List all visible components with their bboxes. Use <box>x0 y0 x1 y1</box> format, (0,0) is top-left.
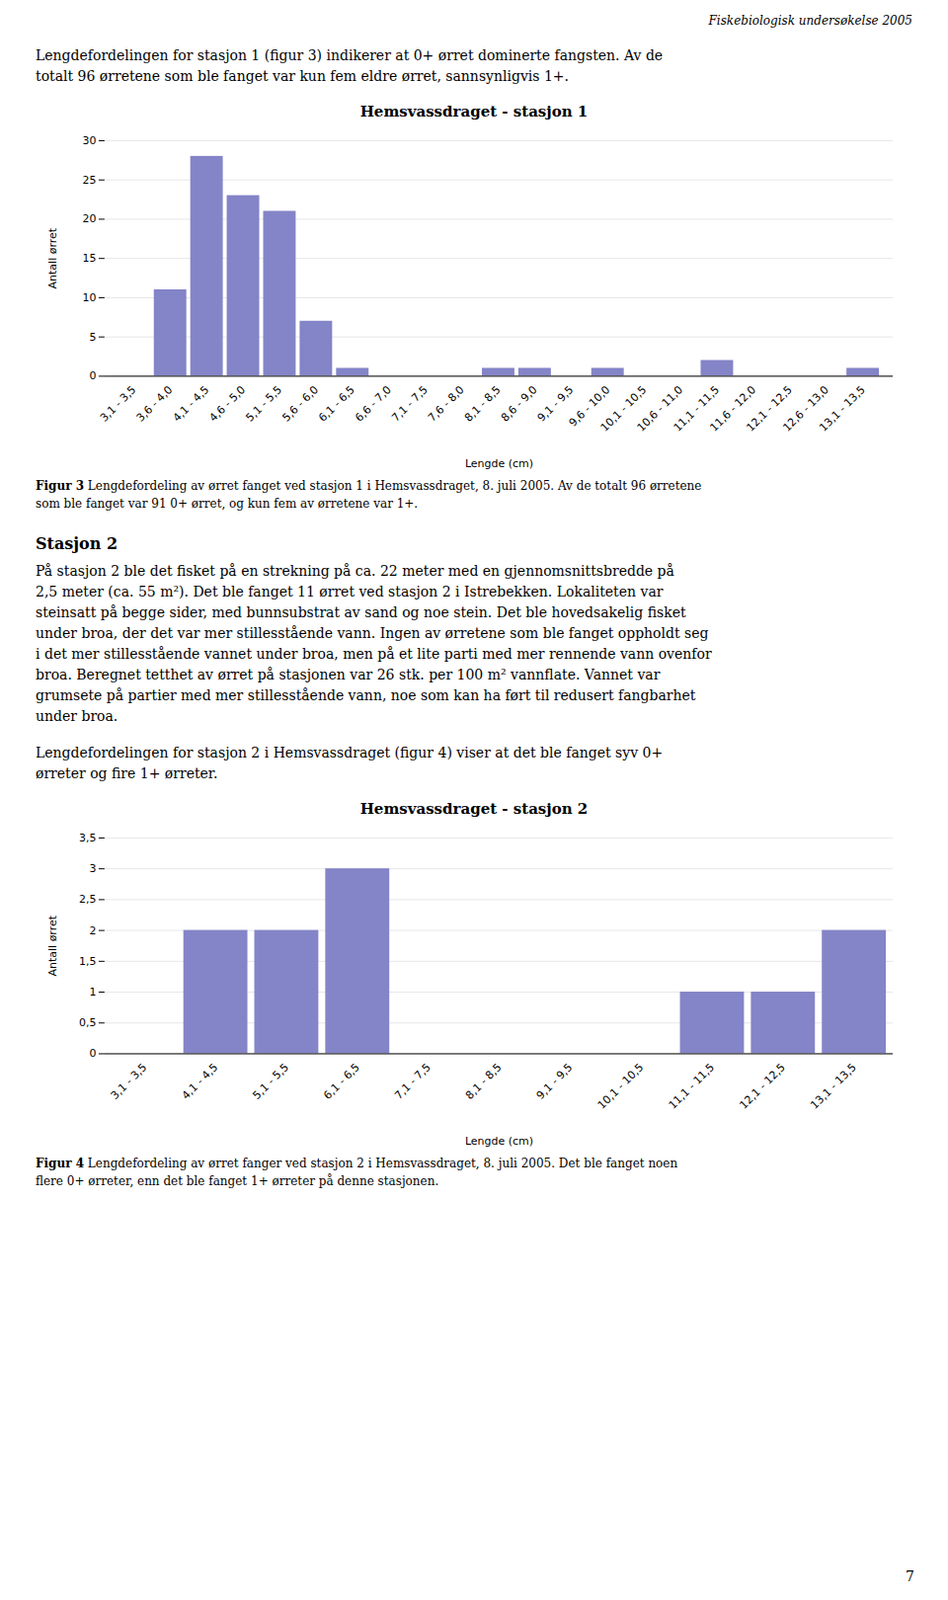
svg-text:10,6 - 11,0: 10,6 - 11,0 <box>634 383 686 435</box>
html-text:Figur 3 Lengdefordeling av ørr: Figur 3 Lengdefordeling av ørret fanget … <box>35 479 702 493</box>
svg-text:9,6 - 10,0: 9,6 - 10,0 <box>566 383 613 430</box>
svg-text:Antall ørret: Antall ørret <box>46 915 60 977</box>
svg-text:7,6 - 8,0: 7,6 - 8,0 <box>425 383 468 425</box>
svg-text:1,5: 1,5 <box>79 954 96 968</box>
svg-text:Antall ørret: Antall ørret <box>46 227 60 289</box>
svg-text:9,1 - 9,5: 9,1 - 9,5 <box>535 383 577 425</box>
svg-text:3,6 - 4,0: 3,6 - 4,0 <box>134 383 176 425</box>
svg-text:15: 15 <box>81 251 96 265</box>
svg-text:12,1 - 12,5: 12,1 - 12,5 <box>743 383 795 435</box>
svg-text:10,1 - 10,5: 10,1 - 10,5 <box>598 383 649 435</box>
html-text:ørreter og fire 1+ ørreter.: ørreter og fire 1+ ørreter. <box>35 765 218 782</box>
svg-text:8,1 - 8,5: 8,1 - 8,5 <box>462 383 504 425</box>
svg-text:Lengde (cm): Lengde (cm) <box>465 457 534 470</box>
html-text:Stasjon 2: Stasjon 2 <box>35 534 118 554</box>
svg-text:3,5: 3,5 <box>79 831 96 845</box>
html-text:steinsatt på begge sider, med: steinsatt på begge sider, med bunnsubstr… <box>35 604 687 621</box>
html-text:På stasjon 2 ble det fisket på: På stasjon 2 ble det fisket på en strekn… <box>35 563 675 579</box>
svg-text:3: 3 <box>88 862 96 875</box>
svg-text:4,1 - 4,5: 4,1 - 4,5 <box>179 1060 222 1103</box>
svg-text:9,1 - 9,5: 9,1 - 9,5 <box>534 1060 576 1103</box>
html-text:under broa.: under broa. <box>35 708 118 725</box>
svg-text:2,5: 2,5 <box>79 893 96 907</box>
svg-text:6,6 - 7,0: 6,6 - 7,0 <box>352 383 395 425</box>
html-text:i det mer stillesstående vanne: i det mer stillesstående vannet under br… <box>35 646 712 662</box>
svg-text:12,1 - 12,5: 12,1 - 12,5 <box>736 1060 788 1111</box>
html-text:totalt 96 ørretene som ble fan: totalt 96 ørretene som ble fanget var ku… <box>35 68 569 84</box>
svg-text:1: 1 <box>88 985 96 999</box>
html-text:Fiskebiologisk undersøkelse 20: Fiskebiologisk undersøkelse 2005 <box>708 13 913 28</box>
svg-text:0,5: 0,5 <box>79 1016 96 1029</box>
svg-text:10,1 - 10,5: 10,1 - 10,5 <box>595 1060 646 1111</box>
svg-text:12,6 - 13,0: 12,6 - 13,0 <box>780 383 832 435</box>
html-text:broa. Beregnet tetthet av ørre: broa. Beregnet tetthet av ørret på stasj… <box>35 666 660 683</box>
svg-text:0: 0 <box>88 1047 96 1061</box>
svg-text:Lengde (cm): Lengde (cm) <box>465 1134 534 1147</box>
svg-text:20: 20 <box>81 212 96 226</box>
svg-text:4,1 - 4,5: 4,1 - 4,5 <box>170 383 213 425</box>
svg-text:5,6 - 6,0: 5,6 - 6,0 <box>279 383 321 425</box>
svg-text:4,6 - 5,0: 4,6 - 5,0 <box>207 383 249 425</box>
html-text:flere 0+ ørreter, enn det ble: flere 0+ ørreter, enn det ble fanget 1+ … <box>35 1174 439 1189</box>
html-text:Figur 4 Lengdefordeling av ørr: Figur 4 Lengdefordeling av ørret fanger … <box>35 1156 678 1171</box>
svg-text:2: 2 <box>88 924 96 938</box>
svg-text:30: 30 <box>81 134 96 148</box>
html-text:grumsete på partier med mer st: grumsete på partier med mer stillesståen… <box>35 687 696 704</box>
svg-text:13,1 - 13,5: 13,1 - 13,5 <box>816 383 868 434</box>
svg-text:5,1 - 5,5: 5,1 - 5,5 <box>242 383 285 425</box>
html-text:Hemsvassdraget - stasjon 1: Hemsvassdraget - stasjon 1 <box>360 102 588 121</box>
html-text:Lengdefordelingen for stasjon: Lengdefordelingen for stasjon 1 (figur 3… <box>35 47 663 64</box>
html-text:2,5 meter (ca. 55 m²). Det ble: 2,5 meter (ca. 55 m²). Det ble fanget 11… <box>35 583 664 600</box>
svg-text:6,1 - 6,5: 6,1 - 6,5 <box>320 1060 363 1103</box>
svg-text:7,1 - 7,5: 7,1 - 7,5 <box>392 1060 434 1103</box>
svg-text:25: 25 <box>81 173 96 187</box>
svg-text:11,1 - 11,5: 11,1 - 11,5 <box>671 383 722 435</box>
html-text:under broa, der det var mer st: under broa, der det var mer stillesståen… <box>35 625 709 642</box>
svg-text:0: 0 <box>88 369 96 383</box>
svg-text:11,1 - 11,5: 11,1 - 11,5 <box>666 1060 717 1111</box>
svg-text:11,6 - 12,0: 11,6 - 12,0 <box>707 383 759 435</box>
svg-text:8,6 - 9,0: 8,6 - 9,0 <box>498 383 541 425</box>
svg-text:3,1 - 3,5: 3,1 - 3,5 <box>97 383 140 425</box>
svg-text:3,1 - 3,5: 3,1 - 3,5 <box>108 1060 151 1103</box>
html-text:som ble fanget var 91 0+ ørret: som ble fanget var 91 0+ ørret, og kun f… <box>35 496 418 511</box>
html-text:7: 7 <box>905 1568 915 1584</box>
svg-text:8,1 - 8,5: 8,1 - 8,5 <box>463 1060 505 1103</box>
svg-text:10: 10 <box>81 291 96 305</box>
html-text:Hemsvassdraget - stasjon 2: Hemsvassdraget - stasjon 2 <box>360 800 588 818</box>
svg-text:5,1 - 5,5: 5,1 - 5,5 <box>249 1060 292 1103</box>
svg-text:6,1 - 6,5: 6,1 - 6,5 <box>316 383 358 425</box>
svg-text:13,1 - 13,5: 13,1 - 13,5 <box>807 1060 859 1111</box>
svg-text:5: 5 <box>88 330 96 344</box>
svg-text:7,1 - 7,5: 7,1 - 7,5 <box>389 383 431 425</box>
html-text:Lengdefordelingen for stasjon: Lengdefordelingen for stasjon 2 i Hemsva… <box>35 744 663 761</box>
